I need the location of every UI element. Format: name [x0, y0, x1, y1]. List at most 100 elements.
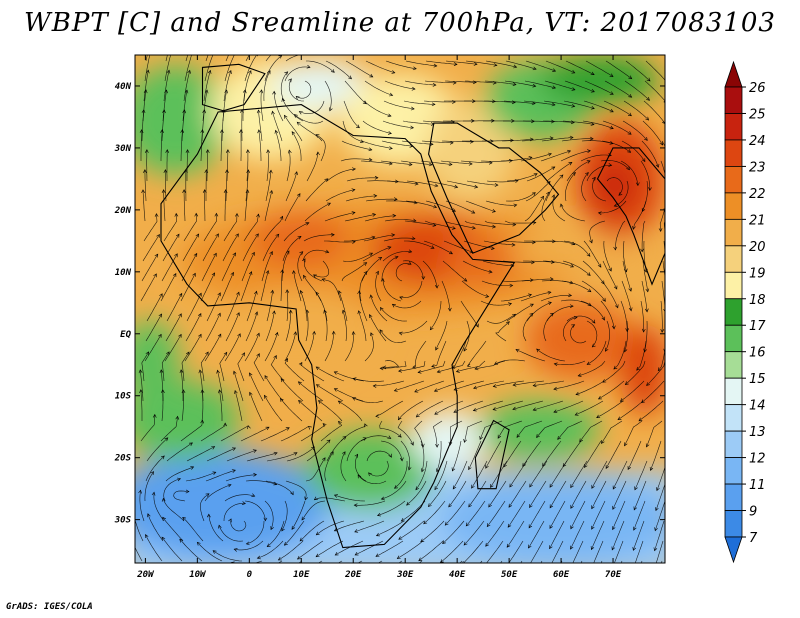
streamline-arrow: [205, 493, 210, 497]
lat-tick-label: 10N: [115, 268, 132, 278]
streamline: [424, 80, 457, 84]
streamline-arrow: [414, 389, 419, 393]
streamline: [613, 340, 627, 370]
streamline-arrow: [145, 534, 149, 539]
streamline: [265, 480, 294, 495]
streamline-arrow: [452, 80, 457, 85]
field-blob: [250, 210, 350, 270]
streamline: [362, 120, 392, 134]
streamline-arrow: [567, 149, 572, 154]
streamline-arrow: [660, 328, 665, 333]
streamline: [361, 140, 393, 149]
streamline: [591, 500, 606, 530]
streamlines: [135, 55, 665, 563]
streamline: [585, 60, 614, 77]
streamline: [515, 349, 546, 362]
streamline: [425, 60, 458, 65]
streamline-arrow: [615, 304, 619, 309]
streamline-arrow: [442, 540, 446, 545]
streamline-arrow: [655, 507, 659, 512]
streamline: [512, 400, 544, 410]
streamline-arrow: [161, 189, 166, 194]
streamline: [397, 540, 424, 559]
streamline: [495, 321, 510, 342]
streamline-arrow: [185, 149, 190, 154]
streamline: [641, 280, 648, 312]
streamline-arrow: [151, 491, 156, 496]
streamline: [575, 380, 605, 395]
streamline: [164, 334, 182, 362]
streamline-arrow: [420, 443, 425, 448]
streamline-arrow: [475, 323, 479, 328]
streamline-arrow: [573, 315, 578, 320]
streamline-arrow: [369, 73, 374, 78]
streamline-arrow: [223, 351, 228, 356]
colorbar-box: [724, 430, 743, 458]
streamline-arrow: [306, 64, 311, 69]
streamline-arrow: [506, 321, 510, 326]
streamline: [642, 260, 649, 292]
streamline-arrow: [220, 129, 224, 134]
streamline: [583, 100, 614, 113]
streamline: [306, 151, 319, 182]
streamline: [540, 150, 571, 162]
streamline-arrow: [592, 176, 596, 181]
streamline-arrow: [493, 63, 498, 67]
colorbar-label: 16: [749, 346, 766, 361]
streamline: [272, 111, 283, 142]
streamline: [325, 60, 352, 80]
streamline-arrow: [249, 391, 253, 396]
streamline-arrow: [658, 228, 663, 233]
streamline-arrow: [161, 497, 166, 502]
streamline-arrow: [644, 308, 649, 313]
streamline-arrow: [511, 100, 516, 105]
streamline: [368, 460, 389, 477]
streamline: [183, 213, 197, 242]
streamline: [611, 520, 625, 551]
streamline-arrow: [329, 107, 333, 112]
streamline-arrow: [473, 62, 478, 66]
streamline: [281, 500, 288, 532]
streamline: [543, 313, 554, 342]
streamline-arrow: [380, 277, 385, 282]
streamline-arrow: [321, 278, 326, 282]
streamline-arrow: [181, 389, 186, 394]
streamline: [581, 172, 589, 202]
streamline: [206, 292, 221, 322]
streamline: [543, 100, 575, 107]
streamline-arrow: [568, 293, 573, 298]
streamline-arrow: [463, 541, 468, 546]
streamline: [139, 369, 144, 402]
streamline-arrow: [264, 394, 268, 399]
streamline: [380, 440, 403, 461]
streamline-arrow: [217, 312, 221, 317]
streamline-arrow: [158, 333, 162, 338]
streamline: [143, 213, 158, 242]
streamline-arrow: [265, 270, 270, 275]
streamline: [483, 240, 515, 246]
streamline-arrow: [375, 553, 380, 557]
streamline-arrow: [572, 172, 576, 176]
streamline-arrow: [264, 375, 269, 380]
coastline: [474, 419, 510, 490]
streamline-arrow: [305, 309, 310, 314]
streamline-arrow: [266, 543, 271, 547]
streamline: [141, 109, 145, 142]
streamline: [320, 421, 343, 442]
streamline: [528, 500, 546, 528]
streamline: [431, 340, 447, 367]
streamline: [533, 400, 564, 411]
streamline-arrow: [304, 496, 308, 501]
streamline-arrow: [185, 489, 190, 494]
streamline-arrow: [597, 263, 602, 268]
streamline-arrow: [506, 543, 511, 548]
streamline: [165, 313, 182, 342]
streamline: [237, 352, 245, 382]
streamline: [180, 129, 183, 162]
streamline-arrow: [627, 112, 632, 117]
streamline: [224, 189, 226, 221]
streamline: [245, 311, 258, 342]
streamline: [605, 60, 632, 79]
streamline: [601, 280, 619, 308]
streamline: [285, 480, 307, 500]
